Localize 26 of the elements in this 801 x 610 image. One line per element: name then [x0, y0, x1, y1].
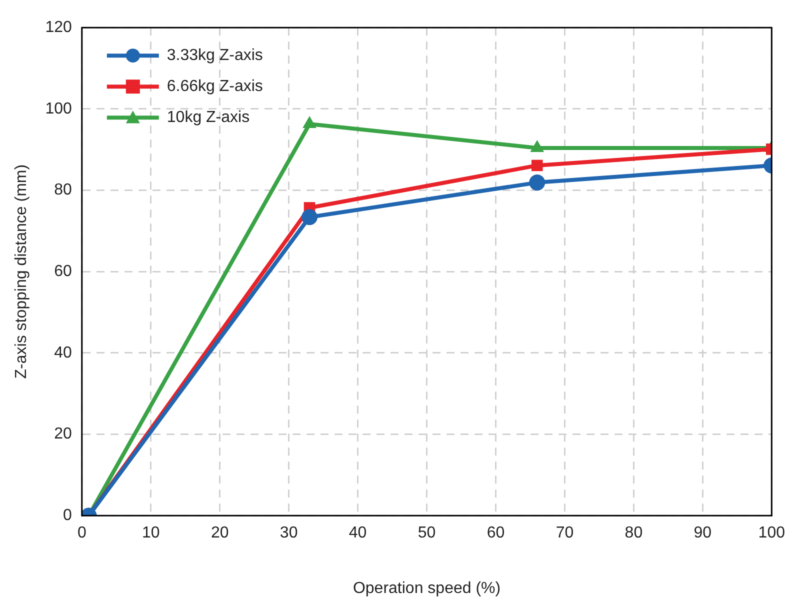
y-tick-label: 20	[54, 426, 72, 443]
x-tick-label: 30	[280, 524, 298, 542]
x-tick-label: 60	[486, 524, 505, 542]
point	[531, 160, 543, 172]
legend-label: 3.33kg Z-axis	[166, 47, 263, 64]
y-tick-label: 120	[45, 19, 72, 36]
x-tick-label: 10	[142, 524, 160, 542]
y-tick-label: 40	[54, 344, 72, 362]
x-axis-title: Operation speed (%)	[352, 580, 501, 597]
y-tick-label: 80	[54, 182, 72, 199]
x-tick-label: 50	[418, 524, 436, 542]
x-tick-label: 40	[348, 524, 367, 542]
x-tick-label: 90	[694, 524, 712, 542]
legend-label: 10kg Z-axis	[166, 109, 250, 126]
x-tick-label: 80	[624, 524, 643, 542]
y-axis-title: Z-axis stopping distance (mm)	[13, 164, 30, 379]
x-tick-label: 100	[758, 524, 786, 542]
x-tick-label: 0	[77, 524, 86, 542]
point	[302, 209, 318, 226]
y-tick-label: 60	[54, 263, 72, 280]
y-tick-label: 0	[62, 507, 72, 524]
legend-label: 6.66kg Z-axis	[166, 78, 263, 96]
x-tick-label: 70	[556, 524, 574, 542]
y-tick-label: 100	[45, 100, 72, 118]
point	[529, 174, 546, 191]
x-tick-label: 20	[210, 524, 229, 542]
